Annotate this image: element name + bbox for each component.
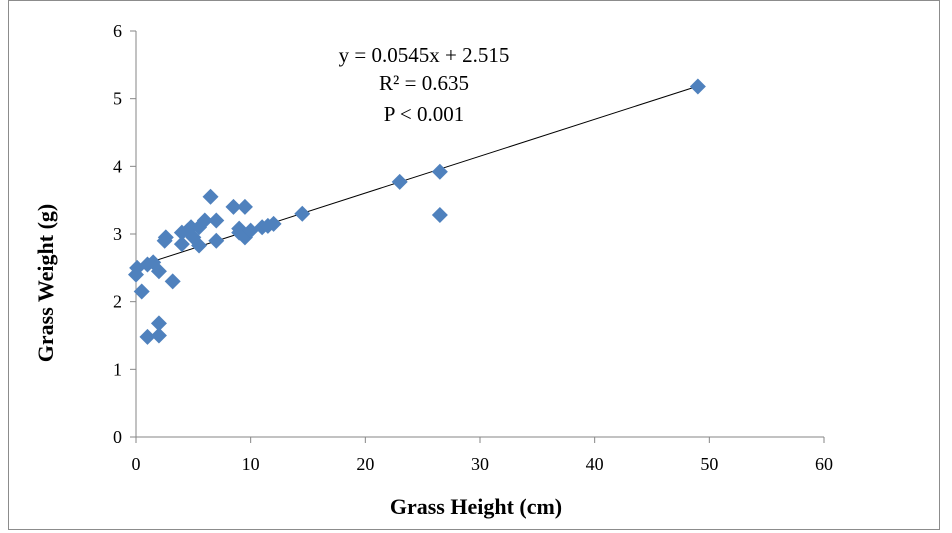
y-axis-ticks: 0 1 2 3 4 5 6 xyxy=(113,21,136,447)
x-tick-label: 30 xyxy=(471,454,489,474)
equation-annotation: y = 0.0545x + 2.515 xyxy=(339,43,510,67)
data-point xyxy=(191,237,208,254)
x-tick-label: 40 xyxy=(586,454,604,474)
data-point xyxy=(431,163,448,180)
y-tick-label: 4 xyxy=(113,156,122,176)
x-tick-label: 60 xyxy=(815,454,833,474)
data-point xyxy=(202,188,219,205)
data-point xyxy=(139,328,156,345)
data-point xyxy=(242,222,259,239)
r-squared-annotation: R² = 0.635 xyxy=(379,71,469,95)
x-axis-ticks: 0 10 20 30 40 50 60 xyxy=(132,437,833,474)
x-axis-title: Grass Height (cm) xyxy=(390,494,562,519)
y-tick-label: 1 xyxy=(113,359,122,379)
x-tick-label: 50 xyxy=(700,454,718,474)
data-point xyxy=(225,198,242,215)
y-tick-label: 3 xyxy=(113,224,122,244)
data-point xyxy=(157,229,174,246)
y-axis-title: Grass Weight (g) xyxy=(33,204,58,362)
x-tick-label: 0 xyxy=(132,454,141,474)
y-tick-label: 0 xyxy=(113,427,122,447)
data-point xyxy=(173,236,190,253)
data-point xyxy=(208,232,225,249)
data-point xyxy=(133,283,150,300)
data-point xyxy=(150,327,167,344)
chart-frame xyxy=(8,0,940,530)
x-tick-label: 20 xyxy=(356,454,374,474)
data-point xyxy=(431,207,448,224)
data-points xyxy=(128,78,706,345)
data-point xyxy=(689,78,706,95)
data-point xyxy=(196,212,213,229)
trendline xyxy=(135,85,699,268)
y-tick-label: 5 xyxy=(113,89,122,109)
data-point xyxy=(164,273,181,290)
data-point xyxy=(294,205,311,222)
y-tick-label: 2 xyxy=(113,292,122,312)
data-point xyxy=(265,215,282,232)
data-point xyxy=(236,198,253,215)
data-point xyxy=(150,315,167,332)
data-point xyxy=(208,212,225,229)
data-point xyxy=(150,263,167,280)
data-point xyxy=(391,173,408,190)
x-tick-label: 10 xyxy=(242,454,260,474)
y-tick-label: 6 xyxy=(113,21,122,41)
p-value-annotation: P < 0.001 xyxy=(384,102,465,126)
